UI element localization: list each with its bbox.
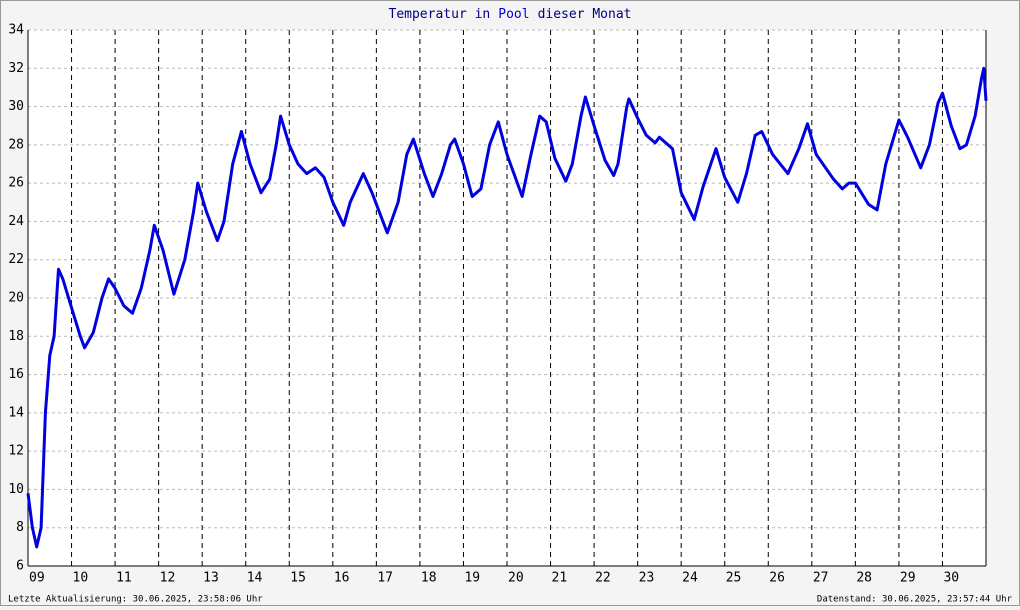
y-tick-label: 14 xyxy=(8,405,24,420)
x-tick-label: 19 xyxy=(464,571,480,586)
y-tick-label: 10 xyxy=(8,482,24,497)
y-tick-label: 20 xyxy=(8,291,24,306)
x-tick-label: 29 xyxy=(900,571,916,586)
title-part: dieser Monat xyxy=(538,7,632,22)
x-tick-label: 15 xyxy=(290,571,306,586)
x-tick-label: 21 xyxy=(552,571,568,586)
title-part: Temperatur in xyxy=(389,7,491,22)
x-tick-label: 23 xyxy=(639,571,655,586)
title-part: Pool xyxy=(498,7,529,22)
y-tick-label: 30 xyxy=(8,99,24,114)
y-tick-label: 6 xyxy=(16,559,24,574)
x-tick-label: 13 xyxy=(203,571,219,586)
x-tick-label: 10 xyxy=(73,571,89,586)
x-tick-label: 30 xyxy=(943,571,959,586)
x-tick-label: 11 xyxy=(116,571,132,586)
chart-title: Temperatur in Pool dieser Monat xyxy=(389,7,632,22)
y-tick-label: 32 xyxy=(8,61,24,76)
x-tick-label: 18 xyxy=(421,571,437,586)
x-tick-label: 20 xyxy=(508,571,524,586)
plot-area xyxy=(28,30,986,566)
temperature-line xyxy=(26,66,988,549)
x-tick-label: 24 xyxy=(682,571,698,586)
y-tick-label: 18 xyxy=(8,329,24,344)
x-tick-label: 28 xyxy=(856,571,872,586)
y-tick-label: 22 xyxy=(8,252,24,267)
y-tick-label: 12 xyxy=(8,444,24,459)
y-tick-label: 24 xyxy=(8,214,24,229)
y-tick-label: 16 xyxy=(8,367,24,382)
x-tick-label: 27 xyxy=(813,571,829,586)
y-tick-label: 26 xyxy=(8,176,24,191)
x-tick-label: 22 xyxy=(595,571,611,586)
x-tick-label: 17 xyxy=(377,571,393,586)
x-tick-label: 25 xyxy=(726,571,742,586)
x-tick-label: 26 xyxy=(769,571,785,586)
footer-left: Letzte Aktualisierung: 30.06.2025, 23:58… xyxy=(8,595,263,605)
footer-right: Datenstand: 30.06.2025, 23:57:44 Uhr xyxy=(817,595,1013,605)
x-tick-label: 09 xyxy=(29,571,45,586)
y-tick-label: 28 xyxy=(8,137,24,152)
x-tick-label: 16 xyxy=(334,571,350,586)
x-tick-label: 12 xyxy=(160,571,176,586)
x-tick-label: 14 xyxy=(247,571,263,586)
y-tick-label: 34 xyxy=(8,23,24,38)
y-tick-label: 8 xyxy=(16,520,24,535)
